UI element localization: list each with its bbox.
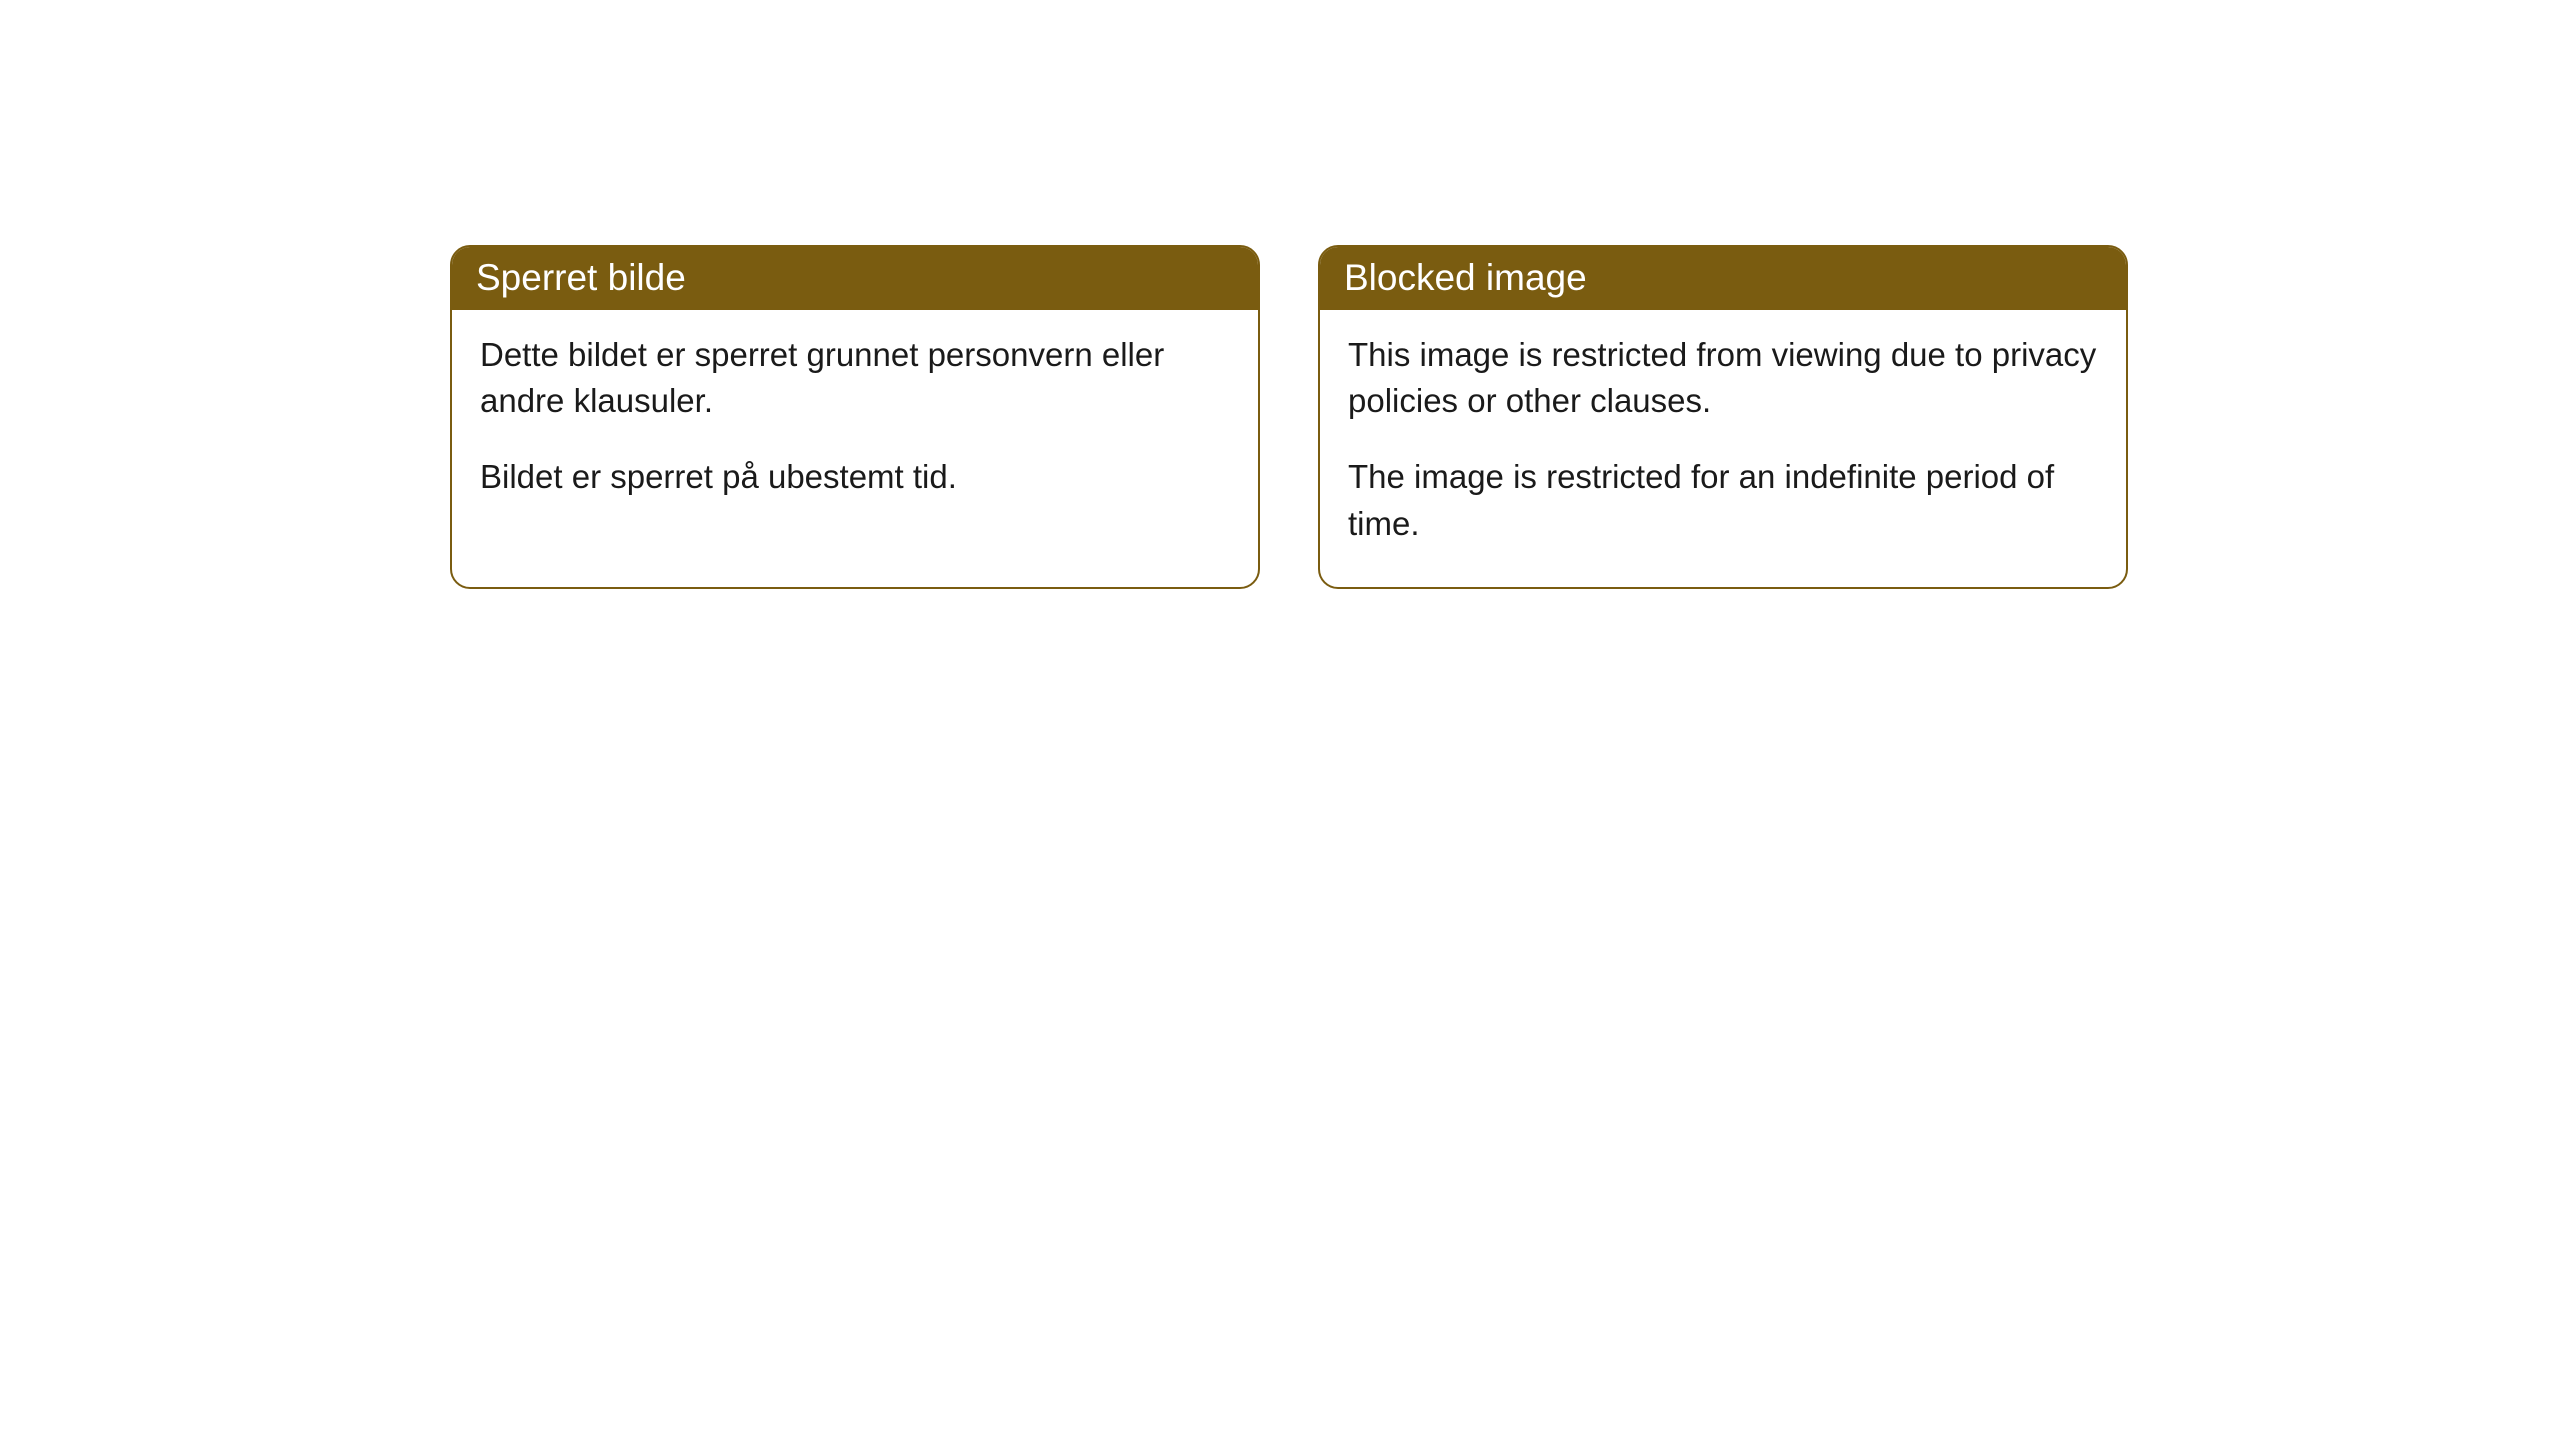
card-header-norwegian: Sperret bilde bbox=[452, 247, 1258, 310]
norwegian-paragraph-2: Bildet er sperret på ubestemt tid. bbox=[480, 454, 1230, 500]
notice-card-english: Blocked image This image is restricted f… bbox=[1318, 245, 2128, 589]
norwegian-paragraph-1: Dette bildet er sperret grunnet personve… bbox=[480, 332, 1230, 424]
card-header-english: Blocked image bbox=[1320, 247, 2126, 310]
notice-cards-container: Sperret bilde Dette bildet er sperret gr… bbox=[450, 245, 2128, 589]
notice-card-norwegian: Sperret bilde Dette bildet er sperret gr… bbox=[450, 245, 1260, 589]
english-paragraph-2: The image is restricted for an indefinit… bbox=[1348, 454, 2098, 546]
card-body-norwegian: Dette bildet er sperret grunnet personve… bbox=[452, 310, 1258, 541]
card-body-english: This image is restricted from viewing du… bbox=[1320, 310, 2126, 587]
english-paragraph-1: This image is restricted from viewing du… bbox=[1348, 332, 2098, 424]
